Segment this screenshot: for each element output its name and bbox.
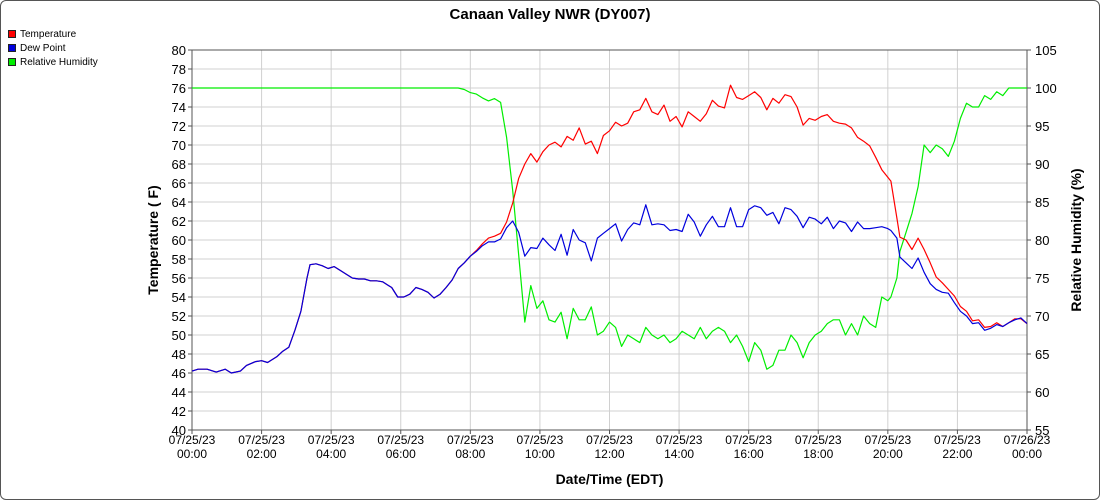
y-tick-label-left: 64 bbox=[172, 195, 186, 210]
y-tick-label-left: 58 bbox=[172, 252, 186, 267]
y-tick-label-left: 48 bbox=[172, 347, 186, 362]
x-tick-label-time: 20:00 bbox=[873, 447, 903, 461]
x-tick-label-date: 07/25/23 bbox=[725, 433, 772, 447]
x-tick-label-time: 02:00 bbox=[247, 447, 277, 461]
legend-item-temperature: Temperature bbox=[8, 27, 98, 41]
series-lines bbox=[191, 84, 1028, 374]
y-tick-label-right: 90 bbox=[1035, 157, 1049, 172]
x-axis: 07/25/2300:0007/25/2302:0007/25/2304:000… bbox=[169, 430, 1051, 461]
relative-humidity-line bbox=[192, 87, 1027, 370]
x-axis-label: Date/Time (EDT) bbox=[556, 471, 664, 487]
y-tick-label-left: 68 bbox=[172, 157, 186, 172]
legend-label-temperature: Temperature bbox=[20, 28, 77, 40]
y-tick-label-left: 72 bbox=[172, 119, 186, 134]
y-tick-label-right: 100 bbox=[1035, 81, 1057, 96]
x-tick-label-time: 18:00 bbox=[803, 447, 833, 461]
y-tick-label-right: 60 bbox=[1035, 385, 1049, 400]
y-tick-label-right: 95 bbox=[1035, 119, 1049, 134]
y-axis-left: 40 42 44 46 48 50 52 54 56 58 60 62 64 66 68 70 72 74 76 78… bbox=[172, 43, 192, 438]
x-tick-label-time: 06:00 bbox=[386, 447, 416, 461]
x-tick-label-date: 07/25/23 bbox=[864, 433, 911, 447]
y-tick-label-left: 78 bbox=[172, 62, 186, 77]
y-tick-label-right: 65 bbox=[1035, 347, 1049, 362]
y-tick-label-right: 85 bbox=[1035, 195, 1049, 210]
y-tick-label-left: 40 bbox=[172, 423, 186, 438]
x-tick-label-time: 04:00 bbox=[316, 447, 346, 461]
y-axis-right-label: Relative Humidity (%) bbox=[1068, 168, 1084, 311]
y-axis-left-label: Temperature ( F) bbox=[145, 185, 161, 294]
x-tick-label-date: 07/25/23 bbox=[934, 433, 981, 447]
y-tick-label-left: 54 bbox=[172, 290, 186, 305]
y-tick-label-left: 60 bbox=[172, 233, 186, 248]
legend-swatch-temperature bbox=[8, 30, 16, 38]
legend-item-dew-point: Dew Point bbox=[8, 41, 98, 55]
grid-lines bbox=[191, 49, 1028, 431]
legend-swatch-dew-point bbox=[8, 44, 16, 52]
legend-label-dew-point: Dew Point bbox=[20, 42, 66, 54]
y-tick-label-left: 42 bbox=[172, 404, 186, 419]
y-tick-label-right: 70 bbox=[1035, 309, 1049, 324]
x-tick-label-time: 00:00 bbox=[177, 447, 207, 461]
y-tick-label-left: 52 bbox=[172, 309, 186, 324]
x-tick-label-time: 08:00 bbox=[455, 447, 485, 461]
x-tick-label-date: 07/25/23 bbox=[795, 433, 842, 447]
x-tick-label-time: 14:00 bbox=[664, 447, 694, 461]
legend-swatch-relative-humidity bbox=[8, 58, 16, 66]
y-tick-label-left: 44 bbox=[172, 385, 186, 400]
legend-label-relative-humidity: Relative Humidity bbox=[20, 56, 98, 68]
y-tick-label-left: 66 bbox=[172, 176, 186, 191]
x-tick-label-time: 22:00 bbox=[942, 447, 972, 461]
legend: Temperature Dew Point Relative Humidity bbox=[8, 27, 98, 69]
y-axis-right: 55 60 65 70 75 80 85 90 95 100 105 bbox=[1027, 43, 1057, 438]
y-tick-label-left: 62 bbox=[172, 214, 186, 229]
y-tick-label-right: 105 bbox=[1035, 43, 1057, 58]
x-tick-label-time: 10:00 bbox=[525, 447, 555, 461]
y-tick-label-left: 76 bbox=[172, 81, 186, 96]
x-tick-label-date: 07/25/23 bbox=[586, 433, 633, 447]
y-tick-label-left: 56 bbox=[172, 271, 186, 286]
x-tick-label-time: 00:00 bbox=[1012, 447, 1042, 461]
y-tick-label-left: 80 bbox=[172, 43, 186, 58]
y-tick-label-left: 74 bbox=[172, 100, 186, 115]
x-tick-label-date: 07/25/23 bbox=[377, 433, 424, 447]
dew-point-line bbox=[191, 204, 1028, 374]
x-tick-label-date: 07/25/23 bbox=[656, 433, 703, 447]
x-tick-label-time: 12:00 bbox=[594, 447, 624, 461]
x-tick-label-date: 07/25/23 bbox=[238, 433, 285, 447]
x-tick-label-date: 07/25/23 bbox=[447, 433, 494, 447]
y-tick-label-left: 70 bbox=[172, 138, 186, 153]
x-tick-label-date: 07/25/23 bbox=[169, 433, 216, 447]
y-tick-label-left: 46 bbox=[172, 366, 186, 381]
x-tick-label-date: 07/26/23 bbox=[1004, 433, 1051, 447]
y-tick-label-right: 80 bbox=[1035, 233, 1049, 248]
x-tick-label-time: 16:00 bbox=[734, 447, 764, 461]
y-tick-label-left: 50 bbox=[172, 328, 186, 343]
y-tick-label-right: 55 bbox=[1035, 423, 1049, 438]
x-tick-label-date: 07/25/23 bbox=[517, 433, 564, 447]
legend-item-relative-humidity: Relative Humidity bbox=[8, 55, 98, 69]
chart-title: Canaan Valley NWR (DY007) bbox=[450, 6, 651, 23]
y-tick-label-right: 75 bbox=[1035, 271, 1049, 286]
x-tick-label-date: 07/25/23 bbox=[308, 433, 355, 447]
